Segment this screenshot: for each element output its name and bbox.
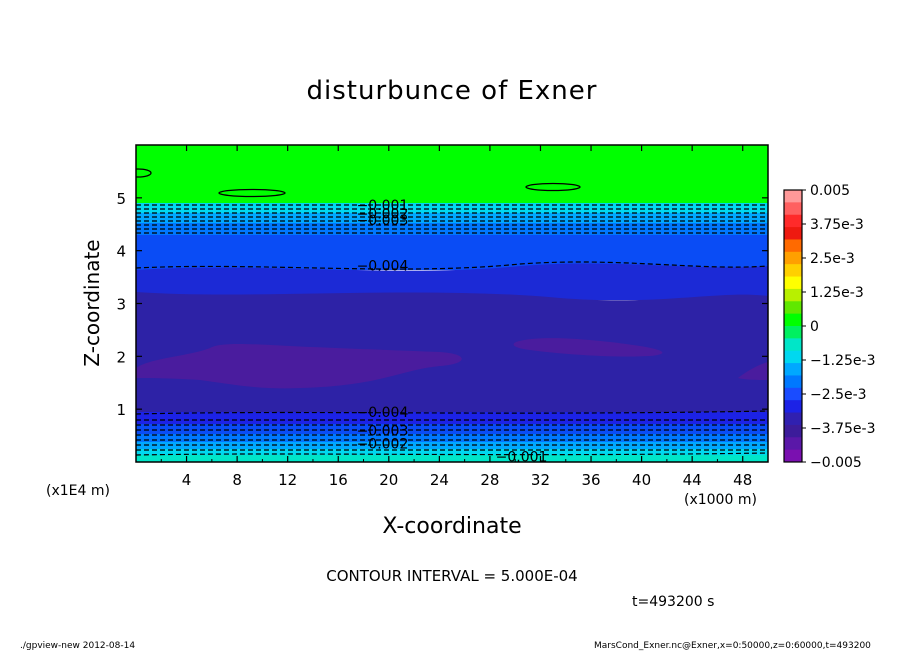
- y-tick-label: 1: [116, 401, 126, 419]
- x-tick-label: 4: [182, 471, 192, 489]
- x-tick-label: 44: [683, 471, 702, 489]
- colorbar-label: 2.5e-3: [810, 251, 855, 267]
- purple-blob-right: [738, 362, 768, 380]
- purple-blob-left: [136, 344, 462, 389]
- colorbar-swatch: [784, 190, 802, 203]
- colorbar-label: 0: [810, 319, 819, 335]
- x-tick-label: 24: [430, 471, 449, 489]
- contour-label: −0.002: [357, 207, 409, 223]
- colorbar-swatch: [784, 338, 802, 352]
- colorbar-swatch: [784, 288, 802, 302]
- contour-label: −0.004: [357, 405, 409, 421]
- band-cyan-upper: [136, 203, 768, 213]
- colorbar-swatch: [784, 326, 802, 339]
- x-tick-label: 20: [379, 471, 398, 489]
- x-tick-label: 8: [232, 471, 242, 489]
- colorbar: 0.005 3.75e-3 2.5e-3 1.25e-3 0 −1.25e-3 −2.5e-…: [783, 183, 875, 471]
- colorbar-swatch: [784, 424, 802, 438]
- contour-label: −0.004: [357, 258, 409, 274]
- colorbar-swatch: [784, 214, 802, 228]
- y-tick-label: 2: [116, 348, 126, 366]
- band-blue-lower1: [136, 412, 768, 424]
- colorbar-swatch: [784, 387, 802, 401]
- band-green-top: [136, 145, 768, 203]
- colorbar-label: 3.75e-3: [810, 217, 864, 233]
- colorbar-swatch: [784, 400, 802, 414]
- band-mid-blue: [136, 263, 768, 300]
- band-blue-lower3: [136, 434, 768, 442]
- plot-area: [136, 145, 768, 462]
- contour-label: −0.003: [357, 213, 409, 229]
- band-blue-lower2: [136, 424, 768, 434]
- colorbar-swatch: [784, 449, 802, 463]
- x-tick-label: 12: [278, 471, 297, 489]
- x-tick-label: 16: [329, 471, 348, 489]
- time-stamp: t=493200 s: [632, 594, 715, 610]
- x-axis-unit: (x1000 m): [684, 492, 757, 508]
- footer-right: MarsCond_Exner.nc@Exner,x=0:50000,z=0:60…: [594, 641, 871, 651]
- colorbar-swatch: [784, 437, 802, 451]
- y-tick-label: 4: [116, 243, 126, 261]
- chart-title: disturbunce of Exner: [306, 76, 598, 106]
- dashed-contours: [136, 204, 768, 456]
- band-cyan-lower: [136, 449, 768, 455]
- colorbar-swatch: [784, 350, 802, 364]
- colorbar-swatch: [784, 363, 802, 376]
- x-axis-label: X-coordinate: [382, 514, 522, 539]
- band-royal-blue: [136, 235, 768, 270]
- x-tick-label: 40: [632, 471, 651, 489]
- colorbar-label: 1.25e-3: [810, 285, 864, 301]
- band-lightblue-upper: [136, 213, 768, 223]
- contour-label: −0.001: [496, 450, 548, 466]
- band-aqua-bottom: [136, 455, 768, 462]
- colorbar-swatch: [784, 264, 802, 278]
- y-axis-unit: (x1E4 m): [46, 483, 110, 499]
- y-tick-label: 3: [116, 296, 126, 314]
- colorbar-swatch: [784, 276, 802, 290]
- y-axis-label: Z-coordinate: [80, 239, 104, 367]
- colorbar-swatch: [784, 227, 802, 240]
- contour-label: −0.003: [357, 423, 409, 439]
- colorbar-label: −3.75e-3: [810, 421, 875, 437]
- colorbar-label: −1.25e-3: [810, 353, 875, 369]
- solid-contours: [136, 168, 581, 198]
- footer-left: ./gpview-new 2012-08-14: [20, 641, 136, 651]
- colorbar-swatch: [784, 301, 802, 315]
- x-tick-label: 36: [581, 471, 600, 489]
- contour-labels: −0.001−0.002−0.003−0.004−0.004−0.003−0.0…: [357, 198, 548, 465]
- colorbar-swatch: [784, 313, 802, 327]
- colorbar-swatch: [784, 251, 802, 265]
- contour-label: −0.002: [357, 437, 409, 453]
- x-tick-label: 32: [531, 471, 550, 489]
- colorbar-swatch: [784, 375, 802, 389]
- purple-blob-center: [513, 338, 663, 357]
- colorbar-label: −0.005: [810, 455, 862, 471]
- colorbar-label: 0.005: [810, 183, 850, 199]
- colorbar-swatch: [784, 239, 802, 253]
- y-tick-label: 5: [116, 190, 126, 208]
- x-tick-label: 48: [733, 471, 752, 489]
- contour-label: −0.001: [357, 198, 409, 214]
- colorbar-swatch: [784, 412, 802, 426]
- y-axis-ticks: 1 2 3 4 5: [116, 190, 768, 419]
- x-axis-ticks: 4 8 12 16 20 24 28 32 36 40 44 48: [160, 145, 752, 489]
- contour-interval: CONTOUR INTERVAL = 5.000E-04: [326, 567, 578, 585]
- colorbar-swatch: [784, 202, 802, 216]
- colorbar-label: −2.5e-3: [810, 387, 867, 403]
- x-tick-label: 28: [480, 471, 499, 489]
